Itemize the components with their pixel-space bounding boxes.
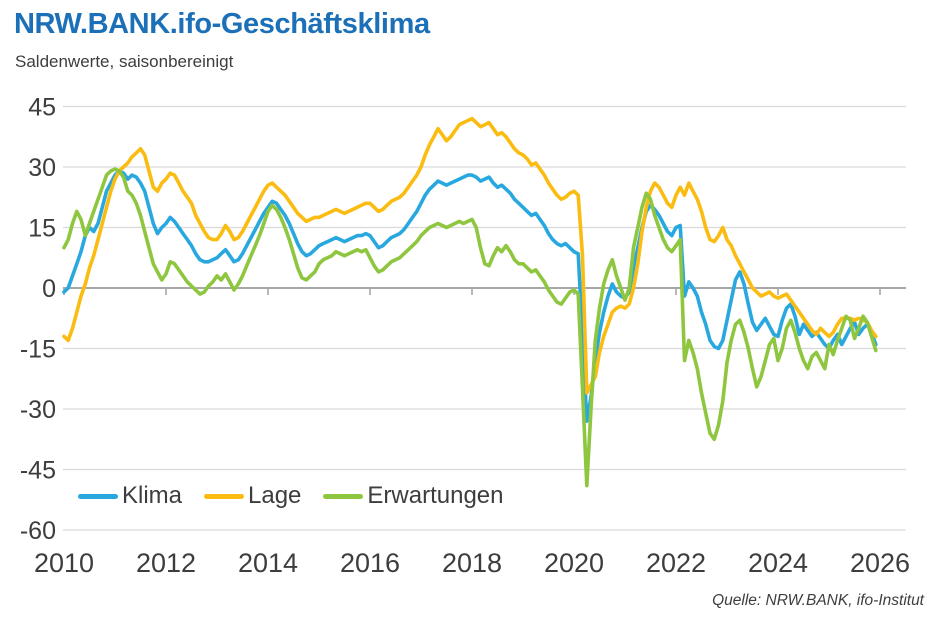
y-tick-label: 0: [42, 275, 56, 303]
x-tick-label: 2020: [544, 548, 604, 578]
x-tick-label: 2016: [340, 548, 400, 578]
y-tick-label: -45: [20, 457, 56, 485]
x-tick-label: 2024: [748, 548, 808, 578]
x-tick-label: 2018: [442, 548, 502, 578]
gridlines: [63, 105, 906, 531]
y-tick-label: 30: [28, 154, 56, 182]
x-tick-label: 2026: [850, 548, 910, 578]
x-tick-label: 2012: [136, 548, 196, 578]
legend-item-klima: Klima: [78, 482, 182, 510]
page-subtitle: Saldenwerte, saisonbereinigt: [15, 52, 234, 71]
erwartungen-line-swatch: [323, 493, 364, 499]
y-tick-label: -60: [20, 517, 56, 545]
series-erwartungen-line: [62, 167, 878, 488]
y-tick-label: -30: [20, 396, 56, 424]
chart-legend: Klima Lage Erwartungen: [78, 482, 503, 510]
x-axis-labels: 2010 2012 2014 2016 2018 2020 2022 2024 2026: [34, 548, 910, 578]
legend-label-klima: Klima: [122, 482, 183, 509]
x-tick-label: 2022: [646, 548, 706, 578]
x-tick-label: 2010: [34, 548, 94, 578]
page-title: NRW.BANK.ifo-Geschäftsklima: [14, 8, 430, 40]
series-klima-line: [62, 169, 878, 423]
y-tick-label: 15: [28, 215, 56, 243]
lage-line-swatch: [204, 493, 245, 499]
series-lage-line: [62, 116, 878, 395]
legend-label-lage: Lage: [248, 482, 302, 509]
y-axis-labels: 45 30 15 0 -15 -30 -45 -60: [20, 94, 56, 546]
legend-item-lage: Lage: [204, 482, 301, 510]
legend-label-erwartungen: Erwartungen: [367, 482, 504, 509]
x-tick-label: 2014: [238, 548, 298, 578]
y-tick-label: -15: [20, 336, 56, 364]
legend-item-erwartungen: Erwartungen: [323, 482, 503, 510]
y-tick-label: 45: [28, 94, 56, 122]
klima-line-swatch: [78, 493, 118, 499]
source-note: Quelle: NRW.BANK, ifo-Institut: [712, 592, 924, 609]
